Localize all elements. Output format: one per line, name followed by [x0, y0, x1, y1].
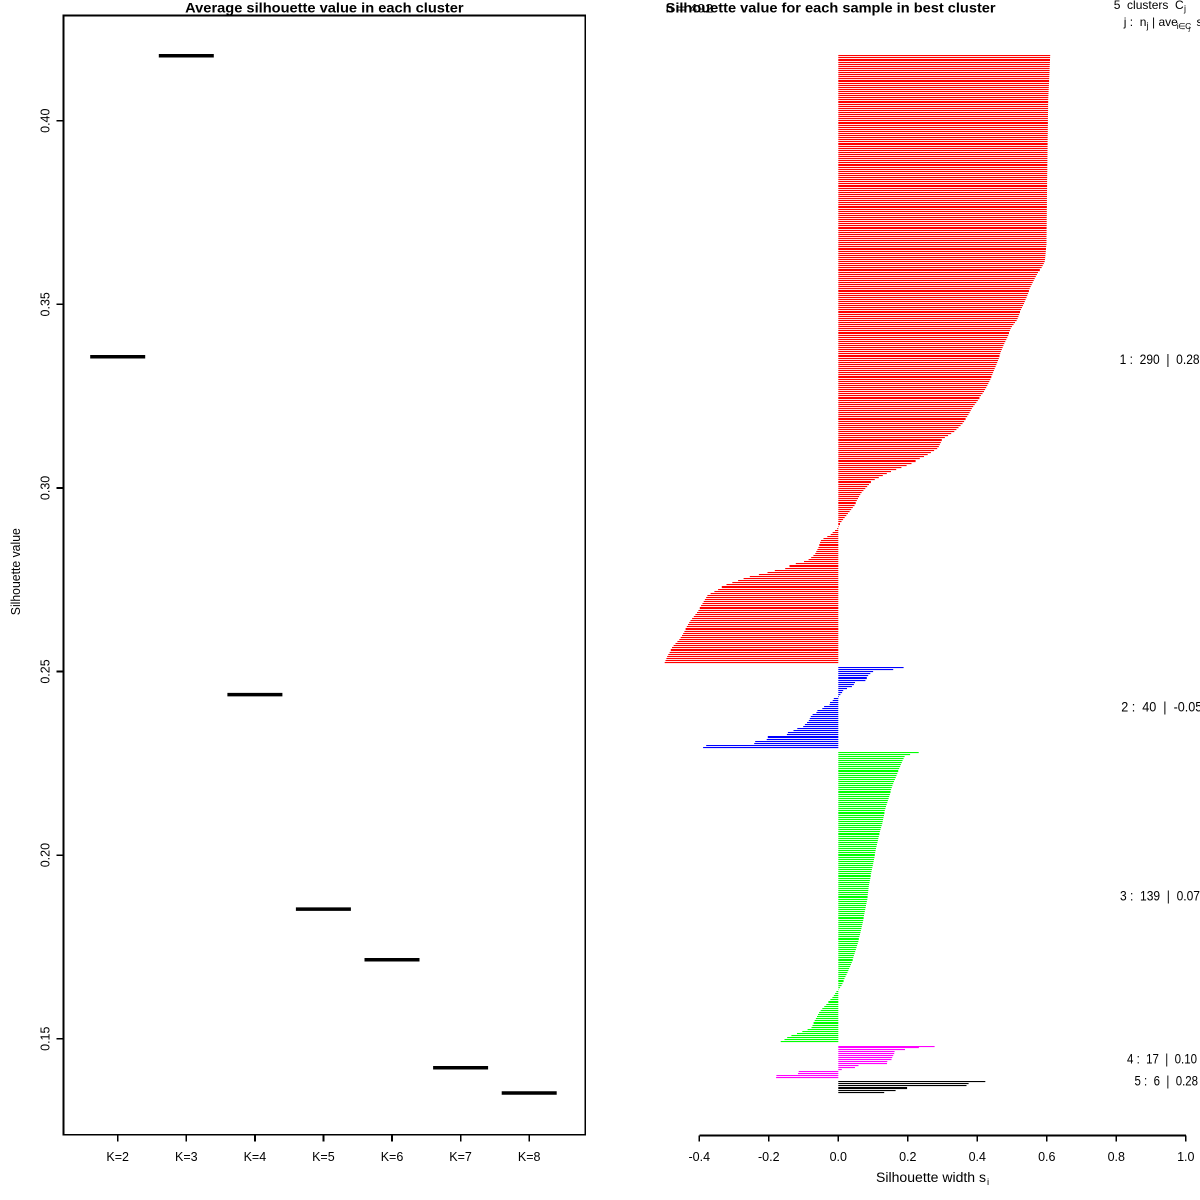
svg-text:K=2: K=2 — [106, 1150, 129, 1164]
svg-text:1 : 290 | 0.28: 1 : 290 | 0.28 — [1120, 351, 1200, 367]
svg-text:0.4: 0.4 — [969, 1150, 986, 1164]
svg-text:i∈C: i∈C — [1177, 21, 1191, 31]
svg-text:0.2: 0.2 — [899, 1150, 916, 1164]
svg-text:0.25: 0.25 — [38, 659, 52, 683]
svg-text:Silhouette width s: Silhouette width s — [876, 1170, 986, 1185]
svg-text:n = 492: n = 492 — [666, 2, 714, 16]
svg-text:K=4: K=4 — [244, 1150, 267, 1164]
svg-text:-0.2: -0.2 — [758, 1150, 780, 1164]
svg-text:K=6: K=6 — [381, 1150, 404, 1164]
svg-text:K=5: K=5 — [312, 1150, 335, 1164]
svg-text:K=3: K=3 — [175, 1150, 198, 1164]
svg-text:Silhouette value for each samp: Silhouette value for each sample in best… — [666, 0, 997, 16]
svg-text:Silhouette value: Silhouette value — [8, 528, 23, 615]
svg-text:j: j — [1183, 4, 1186, 14]
svg-text:| ave: | ave — [1152, 15, 1178, 29]
svg-text:K=8: K=8 — [518, 1150, 541, 1164]
svg-text:0.6: 0.6 — [1038, 1150, 1055, 1164]
svg-text:Average silhouette value in ea: Average silhouette value in each cluster — [185, 0, 464, 16]
svg-text:0.8: 0.8 — [1108, 1150, 1125, 1164]
svg-text:2 : 40 | -0.05: 2 : 40 | -0.05 — [1121, 699, 1200, 715]
svg-text:3 : 139 | 0.07: 3 : 139 | 0.07 — [1120, 888, 1200, 904]
svg-text:1.0: 1.0 — [1177, 1150, 1194, 1164]
svg-text:0.20: 0.20 — [38, 843, 52, 867]
svg-text:0.40: 0.40 — [38, 108, 52, 132]
svg-text:0.15: 0.15 — [38, 1026, 52, 1050]
svg-text:-0.4: -0.4 — [689, 1150, 711, 1164]
svg-text:0.30: 0.30 — [38, 476, 52, 500]
svg-text:K=7: K=7 — [449, 1150, 472, 1164]
svg-text:0.0: 0.0 — [830, 1150, 847, 1164]
svg-text:i: i — [987, 1177, 989, 1188]
svg-text:j: j — [1188, 26, 1190, 33]
svg-text:0.35: 0.35 — [38, 292, 52, 316]
svg-text:4 : 17 | 0.10: 4 : 17 | 0.10 — [1127, 1050, 1197, 1066]
svg-text:5 clusters C: 5 clusters C — [1114, 0, 1184, 12]
svg-text:5 : 6 | 0.28: 5 : 6 | 0.28 — [1135, 1073, 1199, 1089]
svg-text:s: s — [1197, 15, 1200, 29]
svg-text:j : n: j : n — [1123, 15, 1147, 29]
svg-text:j: j — [1146, 21, 1149, 31]
